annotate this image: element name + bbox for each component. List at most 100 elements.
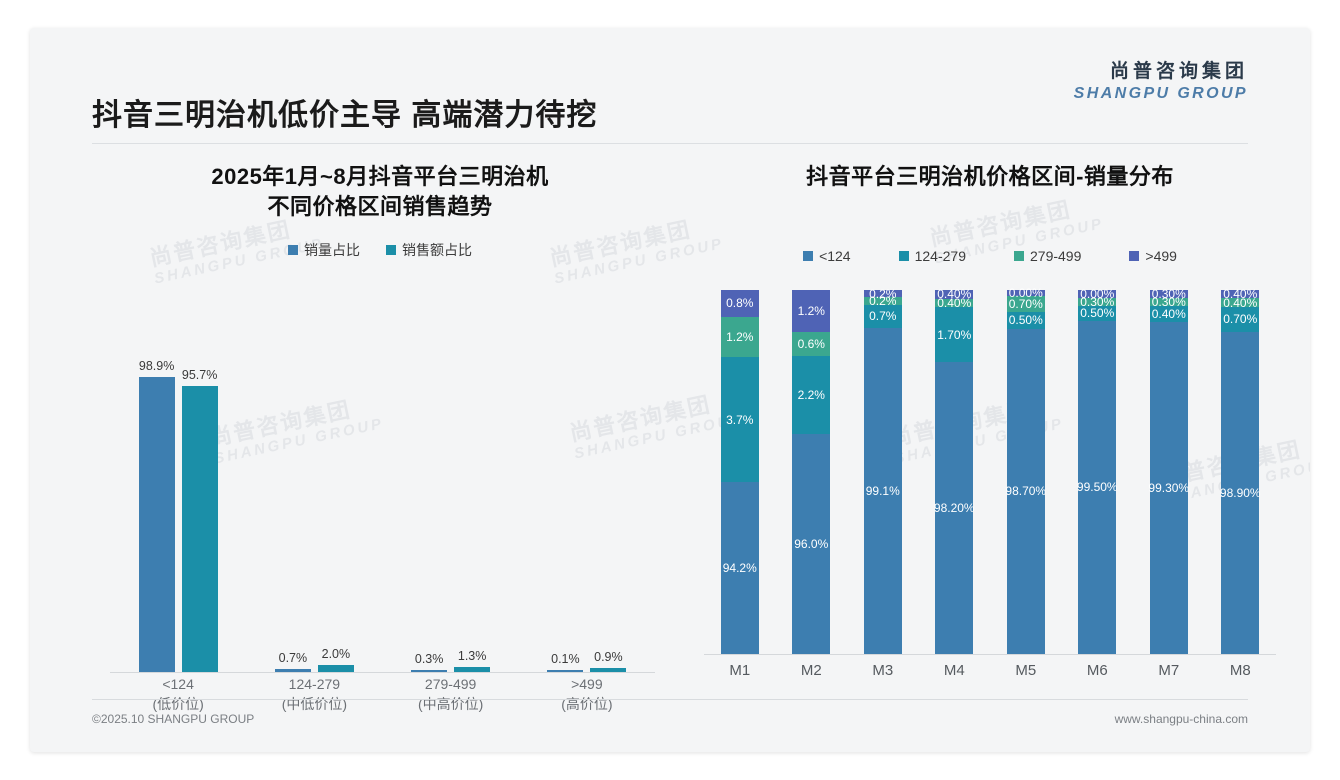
stacked-bar[interactable]: 0.00% 0.70% 0.50% 98.70% [1005,286,1046,654]
segment-124-279[interactable]: 0.70% [1221,306,1260,333]
x-axis-tick-labels: M1 M2 M3 M4 M5 M6 M7 M8 [704,662,1276,679]
segment-under-124[interactable]: 98.70% [1005,328,1046,654]
segment-over-499[interactable]: 0.40% [935,287,974,301]
segment-279-499[interactable]: 1.2% [720,316,759,358]
segment-label: 0.40% [1151,307,1186,322]
x-tick: M6 [1086,662,1108,679]
bar-wrapper[interactable]: 0.3% [411,343,448,672]
bar-value[interactable] [317,665,354,672]
logo-text-cn: 尚普咨询集团 [1109,61,1248,82]
bar-wrapper[interactable]: 95.7% [181,343,218,672]
bar-value[interactable] [590,668,627,672]
stacked-bar[interactable]: 1.2% 0.6% 2.2% 96.0% [792,290,831,654]
segment-over-499[interactable]: 1.2% [792,290,831,332]
segment-label: 94.2% [722,560,757,575]
stacked-column: 0.2% 0.2% 0.7% 99.1% [848,287,917,654]
x-tick-sublabel: (中低价位) [281,696,348,713]
segment-124-279[interactable]: 0.50% [1006,311,1045,329]
legend-item-124-279[interactable]: 124-279 [898,248,966,264]
grouped-bar-plot-area: 98.9% 95.7% 0.7% 2.0% [110,343,655,672]
stacked-column: 0.40% 0.40% 0.70% 98.90% [1206,287,1275,654]
x-tick-sublabel: (低价位) [152,696,204,713]
segment-under-124[interactable]: 98.90% [1220,332,1261,654]
legend-item-279-499[interactable]: 279-499 [1014,248,1081,264]
segment-279-499[interactable]: 0.40% [935,296,974,310]
right-chart-title: 抖音平台三明治机价格区间-销量分布 [690,148,1290,192]
segment-124-279[interactable]: 0.7% [863,304,902,329]
segment-under-124[interactable]: 98.20% [934,362,975,654]
legend-swatch-icon [1129,250,1140,261]
segment-over-499[interactable]: 0.30% [1149,287,1188,301]
bar-value-label: 0.1% [551,652,580,666]
bar-wrapper[interactable]: 0.1% [547,343,584,672]
segment-279-499[interactable]: 0.70% [1006,295,1045,312]
footer-website[interactable]: www.shangpu-china.com [1114,712,1248,726]
stacked-bar[interactable]: 0.8% 1.2% 3.7% 94.2% [720,290,759,654]
x-tick: M7 [1158,662,1180,679]
bar-volume[interactable] [138,377,175,672]
x-axis-line [704,654,1276,655]
segment-under-124[interactable]: 99.30% [1148,322,1189,654]
x-tick: 279-499 (中高价位) [388,674,513,715]
stacked-bar[interactable]: 0.2% 0.2% 0.7% 99.1% [863,287,902,654]
segment-over-499[interactable]: 0.40% [1221,287,1260,302]
bar-value-label: 0.9% [594,650,623,664]
stacked-bar[interactable]: 0.40% 0.40% 0.70% 98.90% [1220,287,1261,654]
bar-wrapper[interactable]: 0.7% [274,343,311,672]
segment-over-499[interactable]: 0.8% [720,290,759,317]
bar-value-label: 2.0% [321,647,351,661]
segment-label: 0.7% [869,309,897,324]
segment-under-124[interactable]: 99.1% [863,328,902,654]
legend-label: 销售额占比 [402,241,472,258]
x-tick-sublabel: (中高价位) [417,696,484,713]
legend-item-sales-value[interactable]: 销售额占比 [386,240,472,260]
segment-label: 96.0% [794,537,829,552]
legend-swatch-icon [386,244,396,255]
segment-label: 0.40% [1223,287,1258,302]
bar-value[interactable] [181,386,218,672]
bar-wrapper[interactable]: 1.3% [454,343,491,672]
segment-279-499[interactable]: 0.30% [1149,295,1188,309]
segment-under-124[interactable]: 99.50% [1077,320,1118,654]
segment-over-499[interactable]: 0.00% [1078,287,1117,301]
bar-group: 0.1% 0.9% [524,343,649,672]
stacked-column: 0.40% 0.40% 1.70% 98.20% [920,287,989,654]
segment-124-279[interactable]: 0.40% [1149,306,1188,323]
bar-wrapper[interactable]: 98.9% [138,343,175,672]
segment-124-279[interactable]: 2.2% [792,355,831,435]
segment-279-499[interactable]: 0.30% [1078,295,1117,309]
segment-under-124[interactable]: 94.2% [720,481,759,654]
bar-volume[interactable] [411,670,448,672]
bar-wrapper[interactable]: 0.9% [590,343,627,672]
segment-279-499[interactable]: 0.40% [1221,296,1260,310]
segment-over-499[interactable]: 0.2% [863,287,902,301]
x-tick: 124-279 (中低价位) [252,674,377,715]
stacked-bar[interactable]: 0.30% 0.30% 0.40% 99.30% [1148,287,1189,654]
bar-wrapper[interactable]: 2.0% [317,343,354,672]
segment-279-499[interactable]: 0.6% [792,331,831,356]
bar-value[interactable] [454,667,491,672]
segment-279-499[interactable]: 0.2% [863,294,902,308]
segment-over-499[interactable]: 0.00% [1006,286,1045,300]
left-chart-panel: 2025年1月~8月抖音平台三明治机 不同价格区间销售趋势 销量占比 销售额占比… [80,148,680,712]
legend-label: 279-499 [1030,247,1082,264]
segment-124-279[interactable]: 3.7% [720,357,759,482]
footer-divider [92,699,1248,700]
legend-item-sales-volume[interactable]: 销量占比 [288,240,360,260]
x-tick: >499 (高价位) [524,674,649,715]
footer-copyright: ©2025.10 SHANGPU GROUP [92,712,255,726]
segment-124-279[interactable]: 1.70% [935,307,974,363]
segment-label: 0.70% [1008,296,1043,311]
left-chart-legend: 销量占比 销售额占比 [80,240,680,260]
stacked-bar[interactable]: 0.00% 0.30% 0.50% 99.50% [1077,287,1118,654]
segment-under-124[interactable]: 96.0% [792,434,831,654]
stacked-bar[interactable]: 0.40% 0.40% 1.70% 98.20% [934,287,975,654]
segment-label: 0.50% [1080,306,1115,321]
legend-label: 销量占比 [304,241,360,258]
segment-124-279[interactable]: 0.50% [1078,306,1117,321]
segment-label: 0.6% [797,336,825,351]
legend-item-over-499[interactable]: >499 [1129,248,1177,264]
bar-volume[interactable] [274,669,311,672]
bar-volume[interactable] [547,670,584,672]
legend-item-under-124[interactable]: <124 [803,248,851,264]
